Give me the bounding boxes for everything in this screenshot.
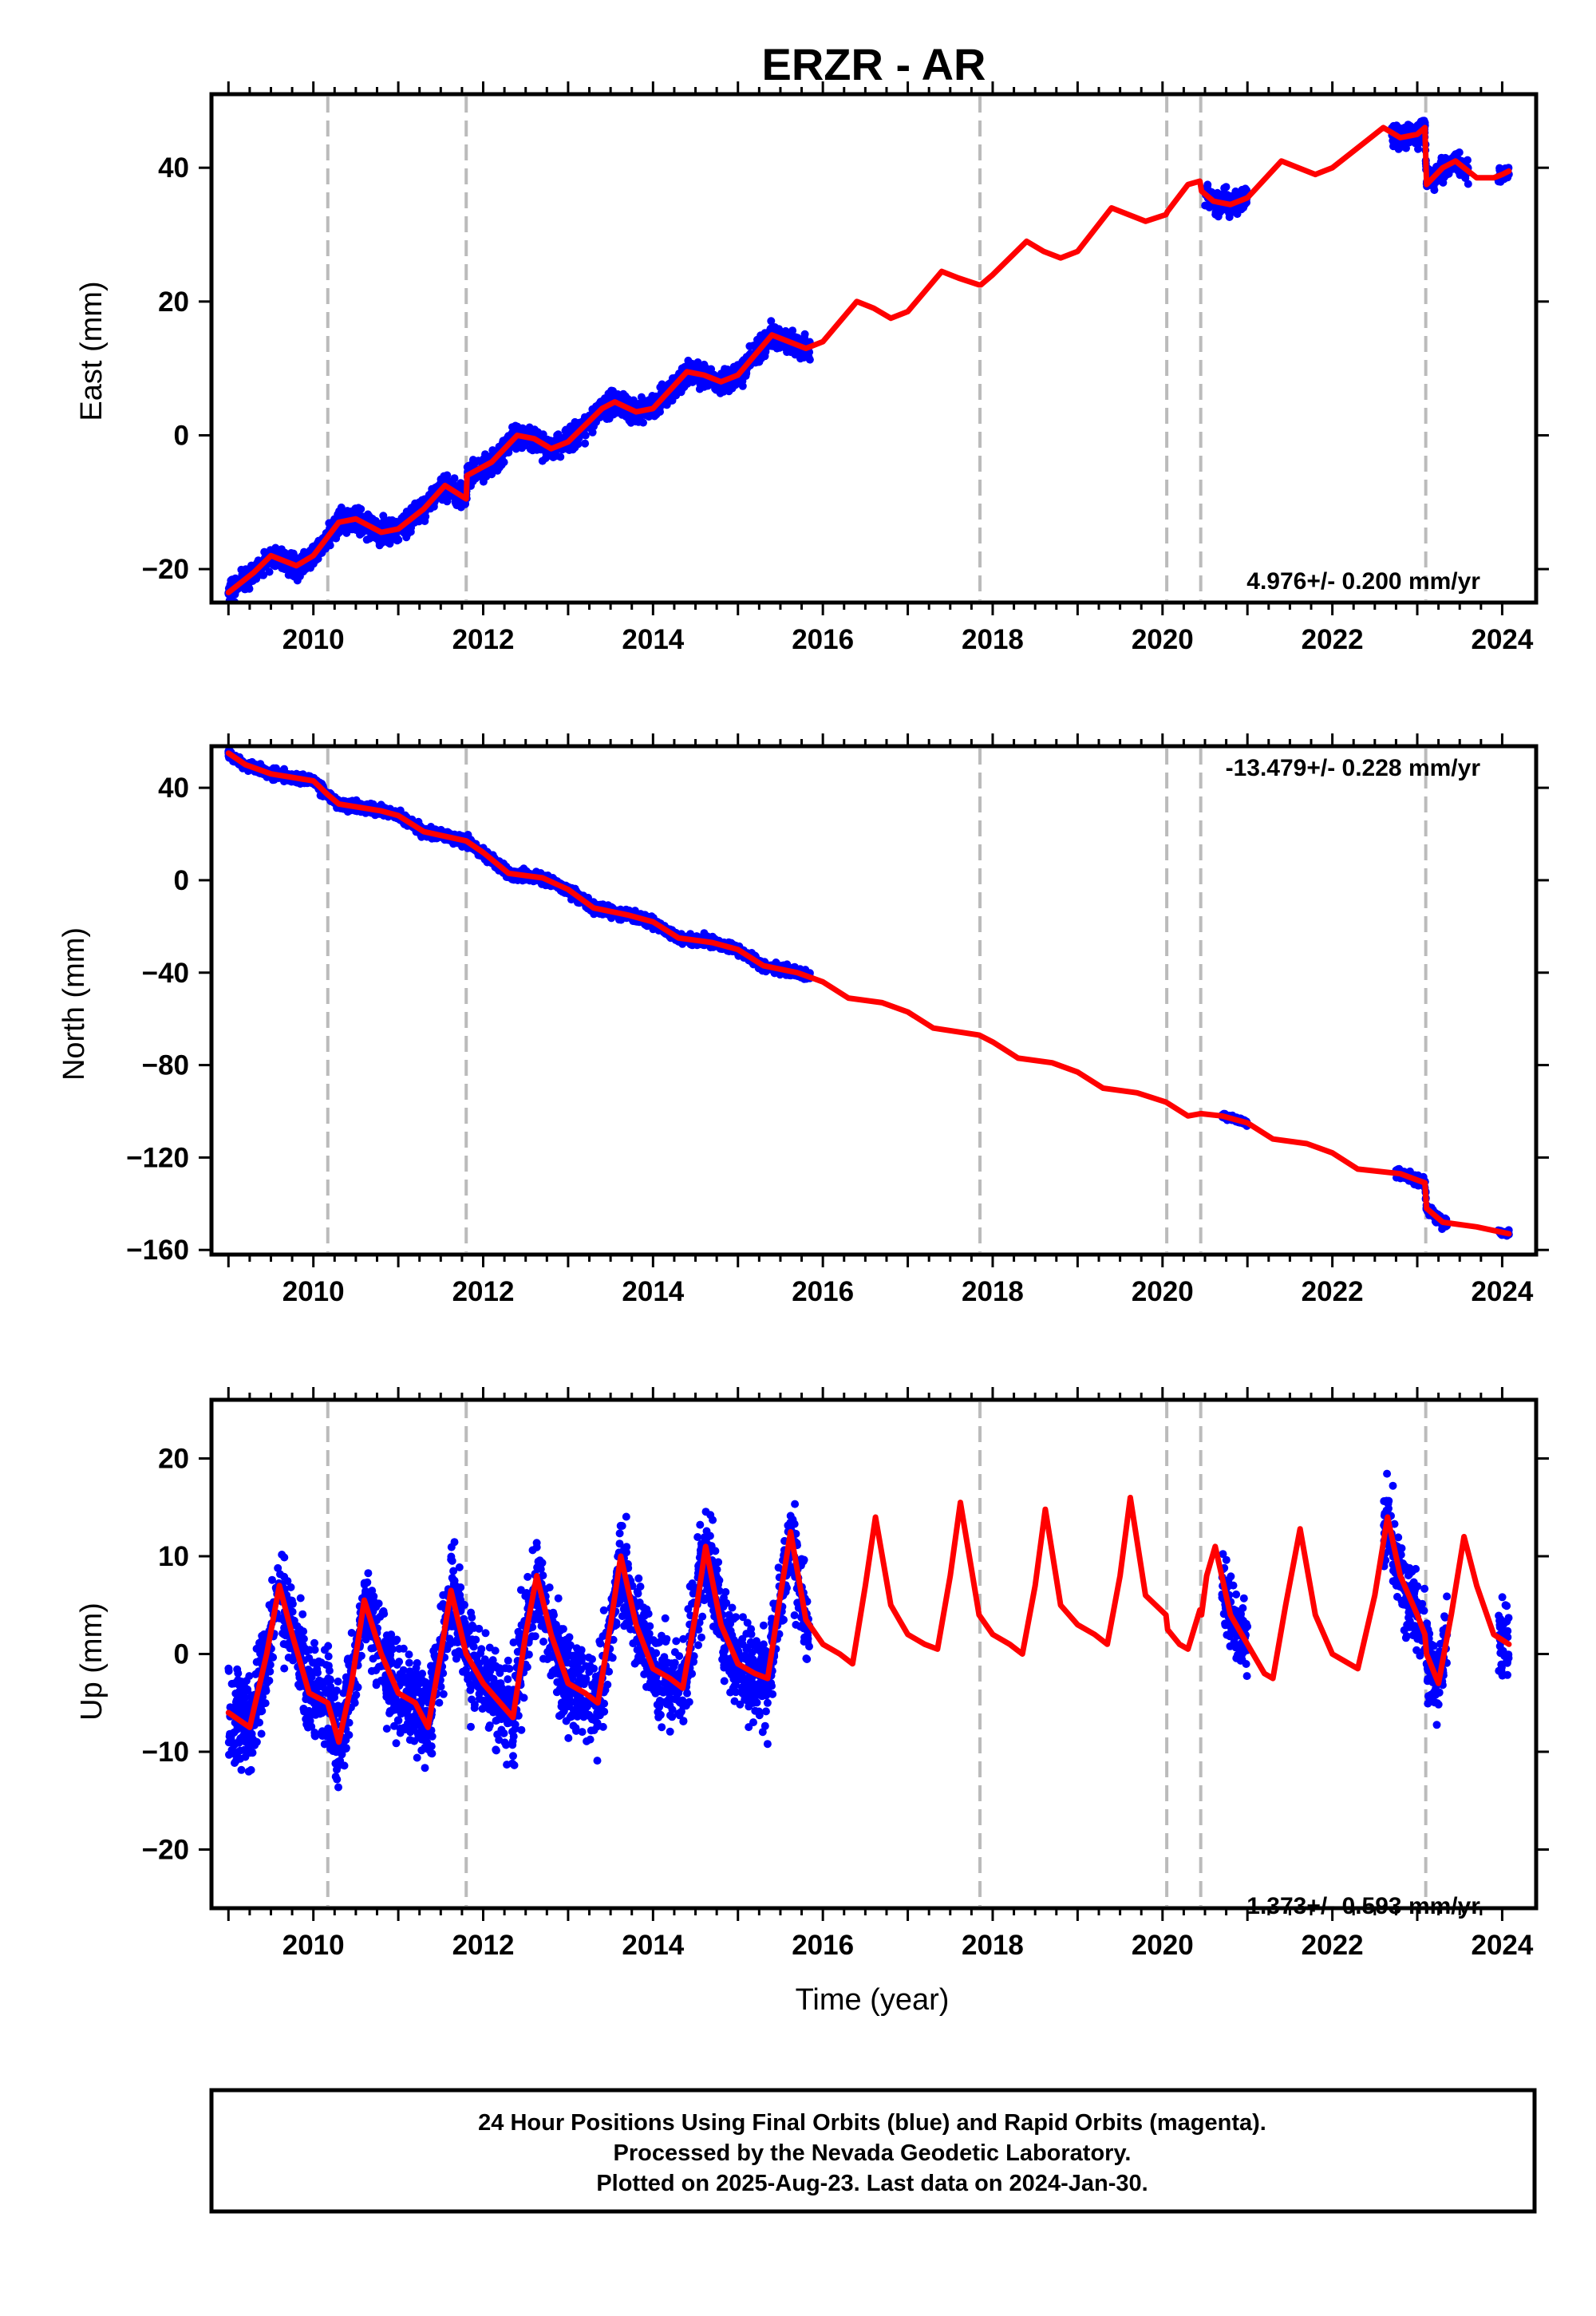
observation-point [371, 532, 380, 541]
x-tick-label: 2024 [1471, 624, 1533, 655]
observation-point [683, 362, 691, 371]
observation-point [1225, 208, 1233, 217]
observation-point [295, 572, 304, 581]
observation-point [715, 385, 724, 394]
observation-point [1417, 118, 1426, 127]
observation-point [800, 354, 808, 362]
north-panel: North (mm) 2010 2012 2014 2016 2018 2020 2022 2… [57, 733, 1549, 1307]
observation-point [495, 463, 504, 472]
observation-point [257, 571, 266, 579]
x-tick-label: 2020 [1132, 624, 1194, 655]
observation-point [352, 508, 361, 517]
observation-point [288, 571, 297, 580]
observation-point [548, 450, 557, 459]
observation-point [479, 477, 488, 486]
observation-point [1464, 180, 1472, 188]
observation-point [453, 483, 462, 492]
y-tick-label: −20 [142, 554, 189, 585]
observation-point [644, 397, 653, 406]
observation-point [565, 446, 574, 454]
observation-point [658, 380, 666, 389]
observation-point [1233, 210, 1242, 219]
north-axis-label: North (mm) [57, 927, 91, 1081]
chart-title: ERZR - AR [761, 39, 986, 89]
east-panel: East (mm) 2010 2012 2014 2016 2018 2020 2022 20… [75, 81, 1549, 655]
observation-point [405, 508, 413, 516]
east-model-line [225, 124, 1512, 595]
observation-point [767, 317, 776, 326]
observation-point [247, 561, 255, 570]
observation-point [800, 330, 809, 338]
observation-point [260, 547, 269, 556]
observation-point [1222, 183, 1231, 192]
observation-point [1444, 169, 1453, 178]
observation-point [481, 450, 489, 459]
observation-point [529, 442, 537, 451]
observation-point [672, 391, 681, 400]
observation-point [442, 476, 451, 484]
x-tick-label: 2014 [622, 624, 684, 655]
observation-point [1414, 144, 1422, 153]
observation-point [406, 528, 415, 536]
east-frame [209, 92, 1539, 605]
observation-point [683, 380, 692, 388]
observation-point [461, 500, 469, 508]
observation-point [289, 549, 298, 558]
observation-point [393, 536, 401, 545]
observation-point [1402, 144, 1410, 152]
observation-point [741, 372, 750, 381]
x-tick-label: 2022 [1302, 624, 1364, 655]
observation-point [709, 381, 717, 389]
observation-point [1393, 142, 1402, 151]
observation-point [1396, 124, 1404, 132]
observation-point [335, 507, 343, 516]
observation-point [1461, 174, 1470, 183]
observation-point [541, 454, 550, 463]
y-tick-label: 0 [174, 420, 189, 451]
observation-point [613, 409, 622, 417]
observation-point [278, 564, 286, 572]
observation-point [776, 343, 784, 352]
observation-point [485, 465, 494, 474]
x-tick-label: 2016 [792, 624, 854, 655]
east-rate-label: 4.976+/- 0.200 mm/yr [1246, 568, 1480, 595]
y-tick-label: 40 [158, 152, 189, 184]
observation-point [452, 501, 461, 510]
x-tick-label: 2018 [962, 624, 1024, 655]
observation-point [605, 389, 614, 398]
observation-point [1216, 192, 1225, 200]
observation-point [265, 567, 274, 576]
observation-point [379, 512, 388, 520]
observation-point [278, 547, 286, 556]
observation-point [388, 516, 397, 524]
observation-point [738, 381, 747, 390]
observation-point [428, 484, 437, 493]
x-tick-label: 2012 [452, 624, 515, 655]
observation-point [519, 440, 528, 449]
y-tick-label: 20 [158, 287, 189, 318]
observation-point [464, 461, 473, 470]
observation-point [375, 541, 384, 550]
east-axis-label: East (mm) [75, 281, 109, 421]
x-tick-label: 2010 [282, 624, 345, 655]
observation-point [554, 430, 563, 439]
observation-point [581, 439, 590, 448]
observation-point [386, 535, 395, 543]
